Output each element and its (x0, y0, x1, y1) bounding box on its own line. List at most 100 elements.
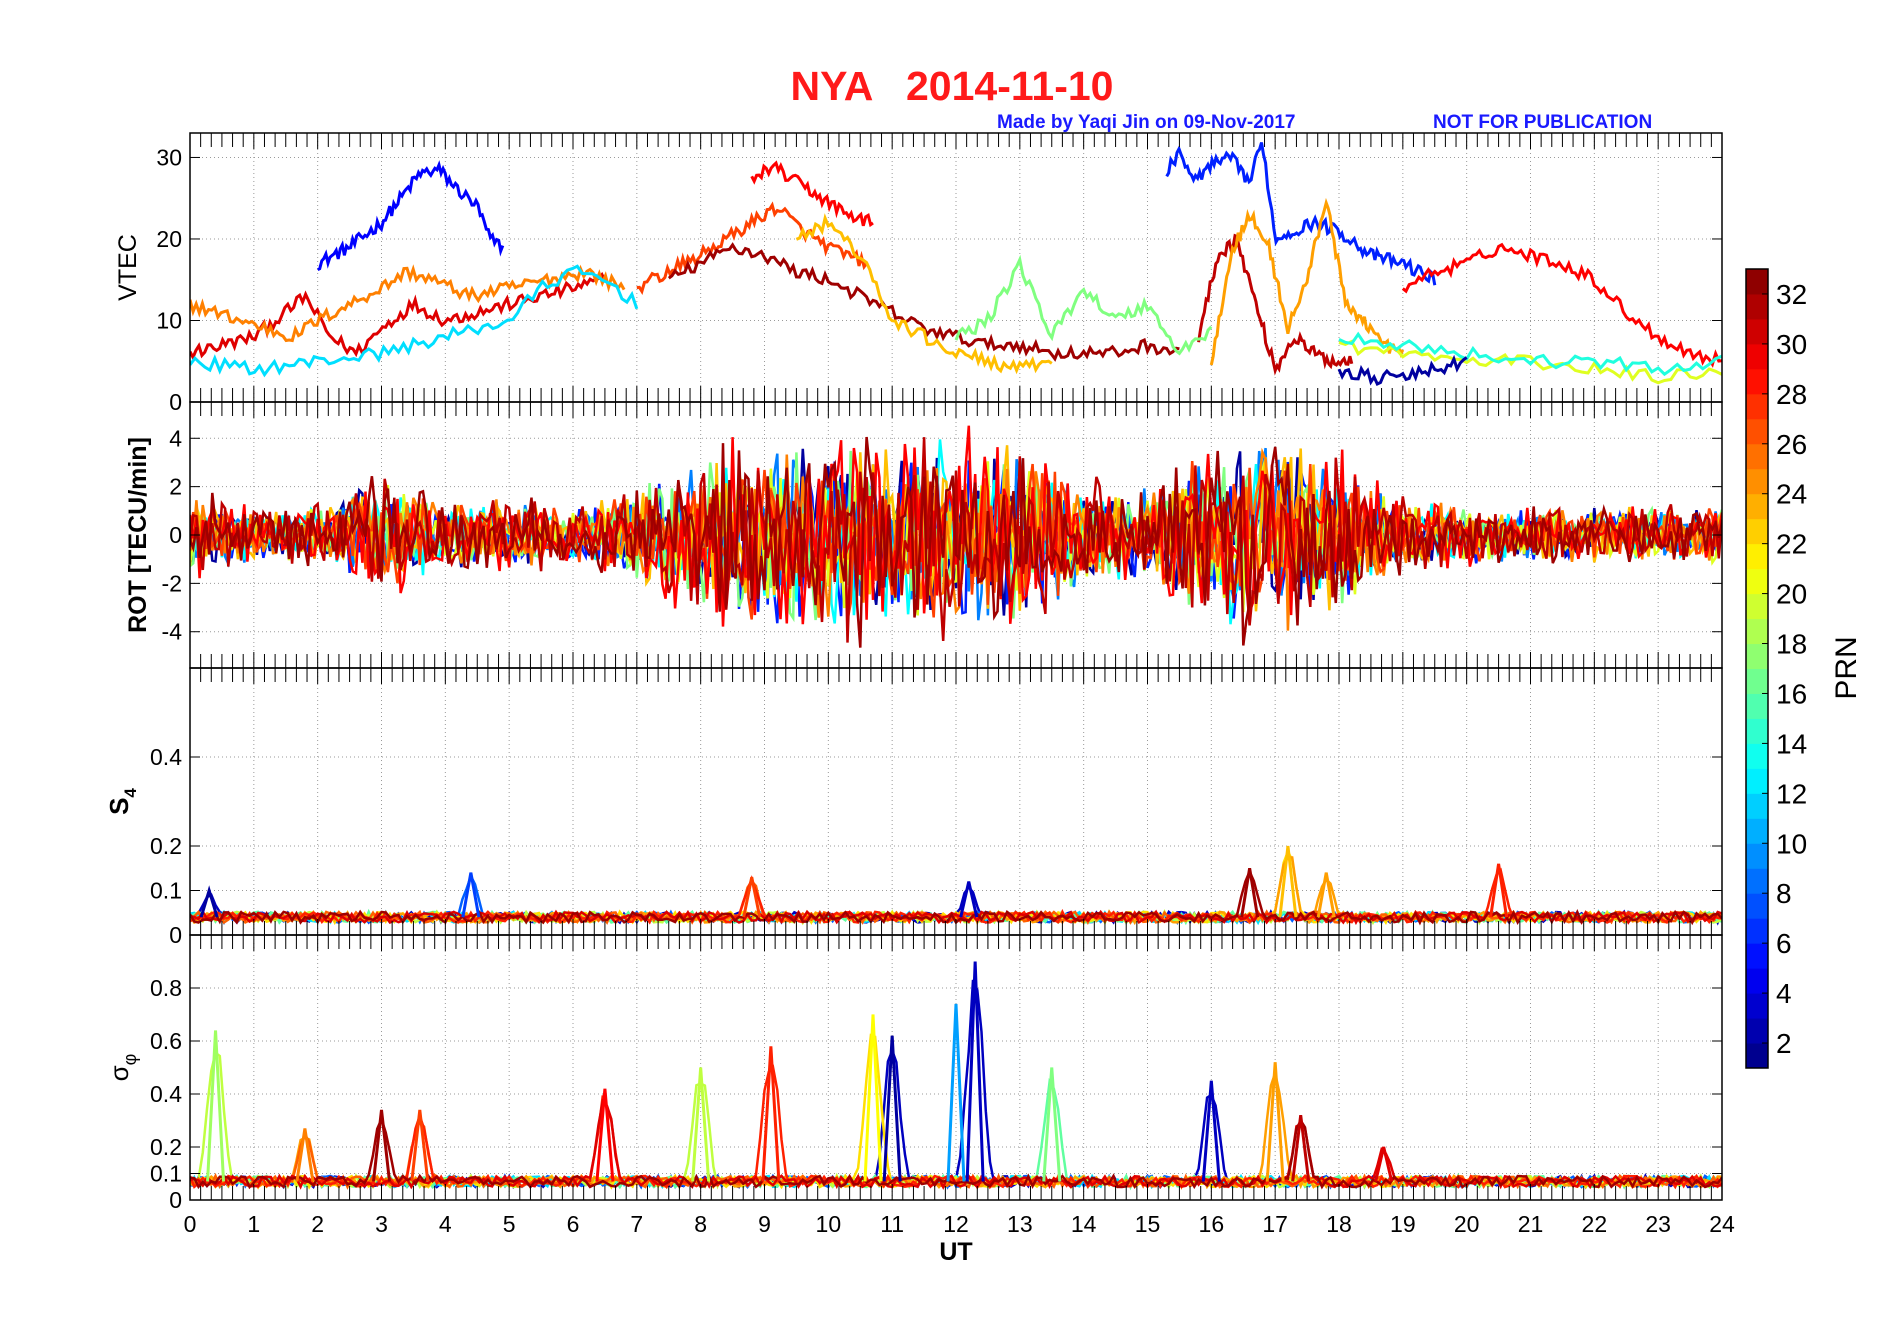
colorbar-level (1746, 743, 1768, 769)
x-axis-label: UT (939, 1238, 972, 1266)
y-tick-label: 30 (156, 144, 182, 170)
sigma_phi-peak (1291, 1115, 1311, 1182)
colorbar-level (1746, 368, 1768, 395)
colorbar-level (1746, 269, 1768, 295)
rot-panel: -4 -2 0 2 4 ROT [TECU/min] (124, 401, 1723, 669)
x-tick-label: 22 (1582, 1211, 1608, 1237)
x-tick-label: 18 (1326, 1211, 1352, 1237)
colorbar-level (1746, 1043, 1768, 1069)
y-tick-label: 0.8 (150, 975, 182, 1001)
y-tick-label: 0.2 (150, 833, 182, 859)
x-tick-label: 8 (694, 1211, 707, 1237)
vtec-series-prn-17 (954, 254, 1213, 356)
x-tick-label: 24 (1709, 1211, 1735, 1237)
vtec-series-prn-30 (190, 271, 607, 361)
y-tick-label: -2 (162, 570, 182, 596)
rot-ylabel: ROT [TECU/min] (124, 437, 152, 633)
x-tick-label: 2 (311, 1211, 324, 1237)
colorbar-level (1746, 593, 1768, 620)
sigma_phi-peak (372, 1109, 391, 1182)
colorbar-level (1746, 868, 1768, 894)
s4-x-ticks (189, 668, 1723, 935)
sigma_phi-peak (206, 1030, 226, 1182)
colorbar-tick-label: 30 (1776, 329, 1807, 360)
vtec-data (190, 142, 1722, 387)
x-tick-label: 16 (1199, 1211, 1225, 1237)
sigma-phi-ylabel: σφ (104, 1054, 140, 1082)
sigma_phi-peak (1374, 1146, 1394, 1182)
y-tick-label: 2 (169, 474, 182, 500)
sigma_phi-peak (882, 1035, 902, 1182)
colorbar-level (1746, 993, 1768, 1019)
colorbar-tick-label: 26 (1776, 429, 1807, 460)
colorbar-level (1746, 568, 1768, 595)
sigma_phi-x-ticks (189, 935, 1723, 1200)
s4-grid (190, 668, 1722, 935)
x-tick-label: 1 (247, 1211, 260, 1237)
colorbar-tick-label: 32 (1776, 279, 1807, 310)
sigma_phi-series-prn-24 (190, 1068, 1722, 1190)
sigma_phi-series-prn-32 (190, 1115, 1722, 1190)
y-tick-label: 10 (156, 307, 182, 333)
y-tick-label: 4 (169, 425, 182, 451)
vtec-series-prn-31 (1197, 233, 1354, 376)
vtec-series-prn-29 (1401, 242, 1722, 368)
colorbar-tick-label: 28 (1776, 379, 1807, 410)
colorbar-tick-label: 20 (1776, 579, 1807, 610)
colorbar-frame (1745, 268, 1769, 1069)
colorbar-level (1746, 618, 1768, 645)
x-tick-label: 19 (1390, 1211, 1416, 1237)
y-tick-label: 0 (169, 1187, 182, 1213)
y-tick-label: 20 (156, 226, 182, 252)
rot-series-prn-32 (190, 436, 1722, 648)
sigma_phi-peak (1265, 1062, 1285, 1182)
sigma_phi-peak (863, 1014, 883, 1182)
vtec-series-prn-24 (1209, 197, 1405, 366)
colorbar-level (1746, 918, 1768, 944)
vtec-series-prn-20 (1338, 339, 1722, 385)
s4-ylabel: S4 (104, 788, 140, 815)
x-tick-label: 10 (816, 1211, 842, 1237)
x-tick-label: 14 (1071, 1211, 1097, 1237)
colorbar-level (1746, 818, 1768, 844)
colorbar-level (1746, 493, 1768, 520)
x-tick-label: 3 (375, 1211, 388, 1237)
colorbar-label: PRN (1830, 636, 1863, 699)
sigma_phi-peak (595, 1088, 615, 1182)
colorbar-tick-label: 22 (1776, 529, 1807, 560)
s4-panel: 0 0.1 0.2 0.4 S4 (104, 667, 1723, 948)
y-tick-label: 0 (169, 522, 182, 548)
colorbar-tick-label: 8 (1776, 878, 1792, 909)
x-tick-label: 4 (439, 1211, 452, 1237)
colorbar-level (1746, 293, 1768, 320)
s4-peak (199, 885, 219, 918)
vtec-series-prn-25 (190, 264, 626, 343)
s4-peak (1240, 868, 1260, 918)
y-tick-label: 0.4 (150, 1081, 182, 1107)
x-tick-label: 15 (1135, 1211, 1161, 1237)
y-tick-label: 0.6 (150, 1028, 182, 1054)
x-tick-label: 12 (943, 1211, 969, 1237)
sigma_phi-peak (965, 961, 985, 1182)
colorbar-tick-label: 12 (1776, 778, 1807, 809)
x-tick-label: 13 (1007, 1211, 1033, 1237)
sigma_phi-peak (691, 1067, 711, 1182)
s4-peak (461, 872, 481, 918)
colorbar-level (1746, 393, 1768, 420)
x-tick-label: 20 (1454, 1211, 1480, 1237)
y-tick-label: 0.1 (150, 1161, 182, 1187)
colorbar-level (1746, 443, 1768, 470)
colorbar-level (1746, 968, 1768, 994)
y-tick-label: 0.4 (150, 744, 182, 770)
sigma_phi-peak (1201, 1080, 1221, 1182)
y-tick-label: -4 (162, 619, 183, 645)
sigma_phi-peak (295, 1128, 315, 1182)
vtec-series-prn-32 (667, 242, 1180, 362)
colorbar-level (1746, 468, 1768, 495)
s4-peak (742, 876, 762, 918)
x-tick-label: 11 (880, 1211, 904, 1237)
s4-peak (959, 881, 979, 918)
